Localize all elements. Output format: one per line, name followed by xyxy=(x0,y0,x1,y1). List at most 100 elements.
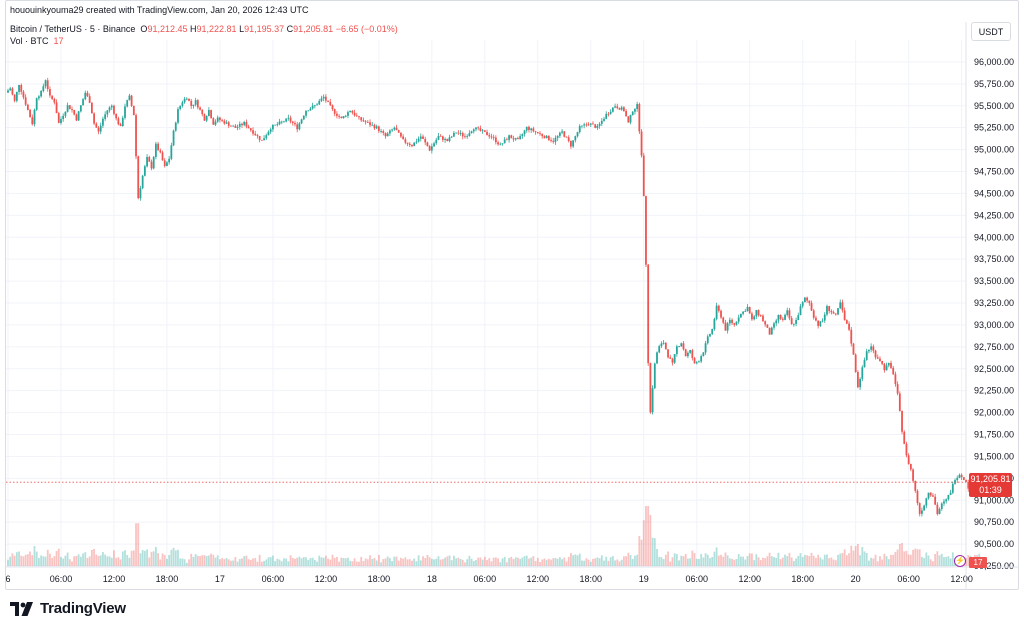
candle-body xyxy=(770,327,773,335)
volume-bar xyxy=(534,561,537,566)
volume-bar xyxy=(525,555,528,566)
currency-button[interactable]: USDT xyxy=(971,22,1011,41)
volume-bar xyxy=(95,554,98,566)
candle-body xyxy=(720,310,722,318)
candle-body xyxy=(903,431,906,444)
volume-bar xyxy=(967,555,970,566)
volume-bar xyxy=(834,560,837,566)
candle-body xyxy=(380,131,382,132)
candle-body xyxy=(949,492,952,495)
candle-body xyxy=(355,115,358,117)
volume-bar xyxy=(923,558,926,566)
x-tick-label: 20 xyxy=(851,574,861,584)
volume-bar xyxy=(532,556,535,566)
candle-body xyxy=(298,123,301,130)
y-tick-label: 92,500.00 xyxy=(974,364,1014,374)
candle-body xyxy=(852,343,855,355)
volume-bar xyxy=(7,559,9,566)
candle-body xyxy=(305,110,307,116)
volume-bar xyxy=(464,562,466,566)
candle-body xyxy=(870,346,873,350)
volume-bar xyxy=(128,557,131,566)
volume-bar xyxy=(594,558,597,566)
volume-bar xyxy=(22,556,25,566)
symbol-title[interactable]: Bitcoin / TetherUS · 5 · Binance xyxy=(10,24,136,34)
volume-bar xyxy=(819,557,822,566)
candle-body xyxy=(146,156,148,167)
candle-body xyxy=(13,94,16,101)
volume-bar xyxy=(505,562,508,566)
candle-body xyxy=(728,319,731,324)
volume-bar xyxy=(238,559,241,566)
candle-body xyxy=(439,135,442,137)
volume-bar xyxy=(801,557,804,566)
candle-body xyxy=(905,443,908,456)
volume-bar xyxy=(413,558,416,566)
volume-bar xyxy=(132,550,135,566)
candlestick-chart[interactable]: 96,000.00 95,750.00 95,500.00 95,250.00 95,0… xyxy=(0,0,1024,590)
volume-bar xyxy=(177,549,179,566)
candle-body xyxy=(914,480,917,491)
candle-body xyxy=(784,314,786,320)
volume-bar xyxy=(311,557,314,566)
volume-bar xyxy=(636,554,639,566)
candle-body xyxy=(77,111,80,121)
candle-body xyxy=(477,127,480,129)
candle-body xyxy=(757,310,760,316)
candle-body xyxy=(704,343,707,353)
volume-bar xyxy=(313,559,316,566)
volume-bar xyxy=(828,558,831,566)
volume-bar xyxy=(951,552,954,566)
candle-body xyxy=(322,96,325,99)
volume-bar xyxy=(494,557,497,566)
candle-body xyxy=(667,349,669,358)
volume-bar xyxy=(600,555,603,566)
volume-bar xyxy=(934,553,937,566)
flash-icon[interactable]: ⚡ xyxy=(954,555,966,567)
volume-bar xyxy=(340,557,343,566)
candle-body xyxy=(576,132,579,137)
candle-body xyxy=(514,138,517,140)
y-tick-label: 94,750.00 xyxy=(974,167,1014,177)
volume-bar xyxy=(285,558,288,566)
candle-body xyxy=(256,135,259,136)
candle-body xyxy=(46,80,49,90)
candle-body xyxy=(413,142,416,147)
candle-body xyxy=(106,110,109,115)
candle-body xyxy=(188,98,190,101)
y-tick-label: 91,750.00 xyxy=(974,430,1014,440)
volume-bar xyxy=(603,560,605,566)
candle-body xyxy=(890,362,892,368)
candle-body xyxy=(826,306,828,315)
volume-bar xyxy=(486,559,488,566)
candle-body xyxy=(691,350,694,358)
volume-bar xyxy=(430,558,433,566)
candle-body xyxy=(775,320,778,324)
volume-bar xyxy=(324,555,327,566)
tradingview-logo[interactable]: TradingView xyxy=(10,600,126,617)
volume-bar xyxy=(46,549,49,566)
candle-body xyxy=(196,100,199,108)
x-tick-label: 12:00 xyxy=(527,574,550,584)
volume-bar xyxy=(545,560,548,566)
volume-label[interactable]: Vol · BTC xyxy=(10,36,49,46)
x-tick-label: 19 xyxy=(639,574,649,584)
volume-bar xyxy=(565,561,568,566)
candle-body xyxy=(161,152,164,161)
candle-body xyxy=(203,114,206,121)
volume-bar xyxy=(839,553,842,566)
candle-body xyxy=(210,110,212,119)
volume-bar xyxy=(890,554,892,566)
candle-body xyxy=(868,349,870,352)
volume-bar xyxy=(408,559,411,566)
volume-bar xyxy=(938,555,941,566)
candle-body xyxy=(468,133,471,136)
volume-bar xyxy=(737,554,740,566)
candle-body xyxy=(916,490,919,504)
volume-bar xyxy=(870,557,873,566)
volume-bar xyxy=(914,548,917,566)
y-tick-label: 93,500.00 xyxy=(974,276,1014,286)
candle-body xyxy=(909,464,912,470)
volume-bar xyxy=(13,555,16,566)
volume-bar xyxy=(459,558,462,566)
